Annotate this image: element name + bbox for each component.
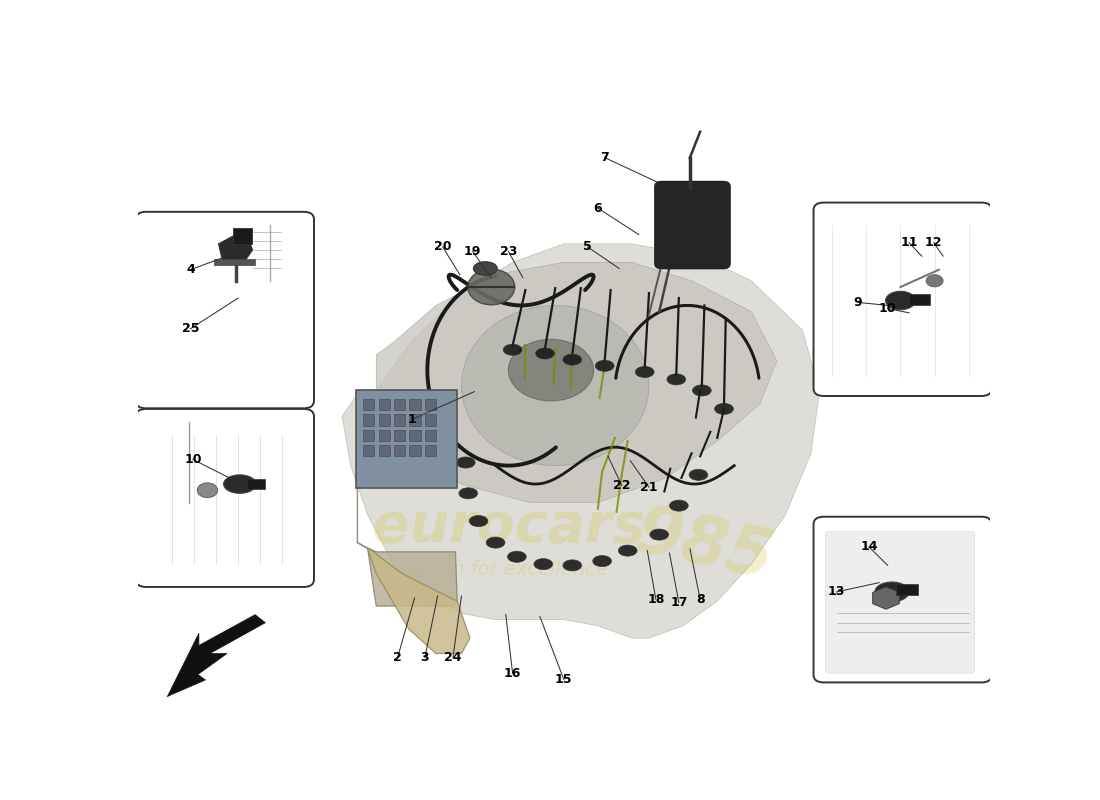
Text: 5: 5: [583, 241, 592, 254]
Bar: [409, 399, 420, 410]
Text: 9: 9: [854, 296, 862, 309]
Ellipse shape: [563, 354, 582, 365]
Bar: [425, 430, 436, 441]
Text: 14: 14: [860, 541, 878, 554]
Text: 1: 1: [408, 413, 417, 426]
Circle shape: [197, 483, 218, 498]
Bar: [896, 584, 917, 595]
Ellipse shape: [595, 360, 614, 371]
FancyBboxPatch shape: [814, 517, 992, 682]
FancyBboxPatch shape: [825, 531, 975, 673]
Bar: [214, 259, 255, 266]
Bar: [378, 430, 389, 441]
Bar: [394, 414, 405, 426]
Ellipse shape: [468, 269, 515, 305]
Text: 24: 24: [444, 651, 462, 664]
Text: 7: 7: [601, 151, 609, 164]
Polygon shape: [167, 614, 265, 697]
Bar: [425, 414, 436, 426]
Ellipse shape: [618, 545, 637, 556]
Ellipse shape: [536, 348, 554, 359]
Text: 13: 13: [828, 586, 845, 598]
Ellipse shape: [503, 344, 522, 355]
Bar: [233, 229, 252, 244]
Text: 10: 10: [879, 302, 896, 315]
Ellipse shape: [689, 470, 707, 480]
Bar: [409, 446, 420, 456]
Text: 16: 16: [504, 666, 521, 680]
Bar: [378, 446, 389, 456]
Ellipse shape: [563, 560, 582, 571]
Bar: [425, 446, 436, 456]
Bar: [394, 430, 405, 441]
Ellipse shape: [636, 366, 654, 378]
Bar: [394, 399, 405, 410]
Ellipse shape: [534, 558, 552, 570]
Text: 15: 15: [556, 673, 572, 686]
Text: 985: 985: [629, 499, 779, 593]
Ellipse shape: [650, 529, 669, 540]
Bar: [378, 399, 389, 410]
Ellipse shape: [459, 488, 477, 499]
Text: 22: 22: [613, 479, 630, 492]
Ellipse shape: [693, 385, 712, 396]
Bar: [363, 430, 374, 441]
Text: 21: 21: [640, 481, 658, 494]
Bar: [909, 294, 931, 306]
Bar: [363, 446, 374, 456]
Bar: [409, 414, 420, 426]
FancyBboxPatch shape: [814, 202, 992, 396]
Circle shape: [926, 274, 943, 287]
Polygon shape: [342, 244, 820, 638]
Ellipse shape: [456, 457, 475, 468]
Text: 8: 8: [696, 593, 704, 606]
Text: 19: 19: [464, 245, 481, 258]
Text: 20: 20: [433, 241, 451, 254]
FancyBboxPatch shape: [654, 182, 730, 269]
Ellipse shape: [507, 551, 526, 562]
Polygon shape: [219, 234, 253, 262]
Ellipse shape: [508, 339, 594, 401]
Bar: [394, 446, 405, 456]
Ellipse shape: [473, 262, 497, 275]
Text: 2: 2: [393, 651, 402, 664]
Ellipse shape: [223, 475, 256, 494]
Polygon shape: [376, 262, 777, 502]
Ellipse shape: [670, 500, 689, 511]
Text: 12: 12: [925, 236, 943, 249]
FancyBboxPatch shape: [135, 409, 314, 587]
Ellipse shape: [886, 291, 915, 310]
Ellipse shape: [461, 306, 649, 466]
Text: a passion for excellence: a passion for excellence: [372, 559, 608, 578]
Text: 17: 17: [670, 596, 688, 609]
Ellipse shape: [469, 515, 488, 526]
Bar: [425, 399, 436, 410]
Text: 10: 10: [184, 453, 201, 466]
Text: 18: 18: [647, 593, 664, 606]
Ellipse shape: [874, 582, 909, 602]
Text: 6: 6: [594, 202, 602, 214]
FancyBboxPatch shape: [135, 212, 314, 408]
Text: 4: 4: [186, 263, 195, 276]
FancyBboxPatch shape: [355, 390, 458, 488]
Ellipse shape: [715, 403, 734, 414]
Ellipse shape: [486, 537, 505, 548]
Bar: [363, 414, 374, 426]
Polygon shape: [167, 669, 206, 697]
Bar: [409, 430, 420, 441]
Bar: [378, 414, 389, 426]
Ellipse shape: [593, 555, 612, 566]
Bar: [363, 399, 374, 410]
Ellipse shape: [667, 374, 685, 385]
Polygon shape: [367, 549, 470, 654]
Bar: [246, 479, 265, 489]
Text: 11: 11: [900, 236, 917, 249]
Polygon shape: [358, 487, 458, 606]
Polygon shape: [872, 587, 900, 609]
Text: 23: 23: [499, 245, 517, 258]
Text: 25: 25: [182, 322, 199, 335]
Text: eurocars: eurocars: [372, 500, 646, 554]
Text: 3: 3: [420, 651, 429, 664]
